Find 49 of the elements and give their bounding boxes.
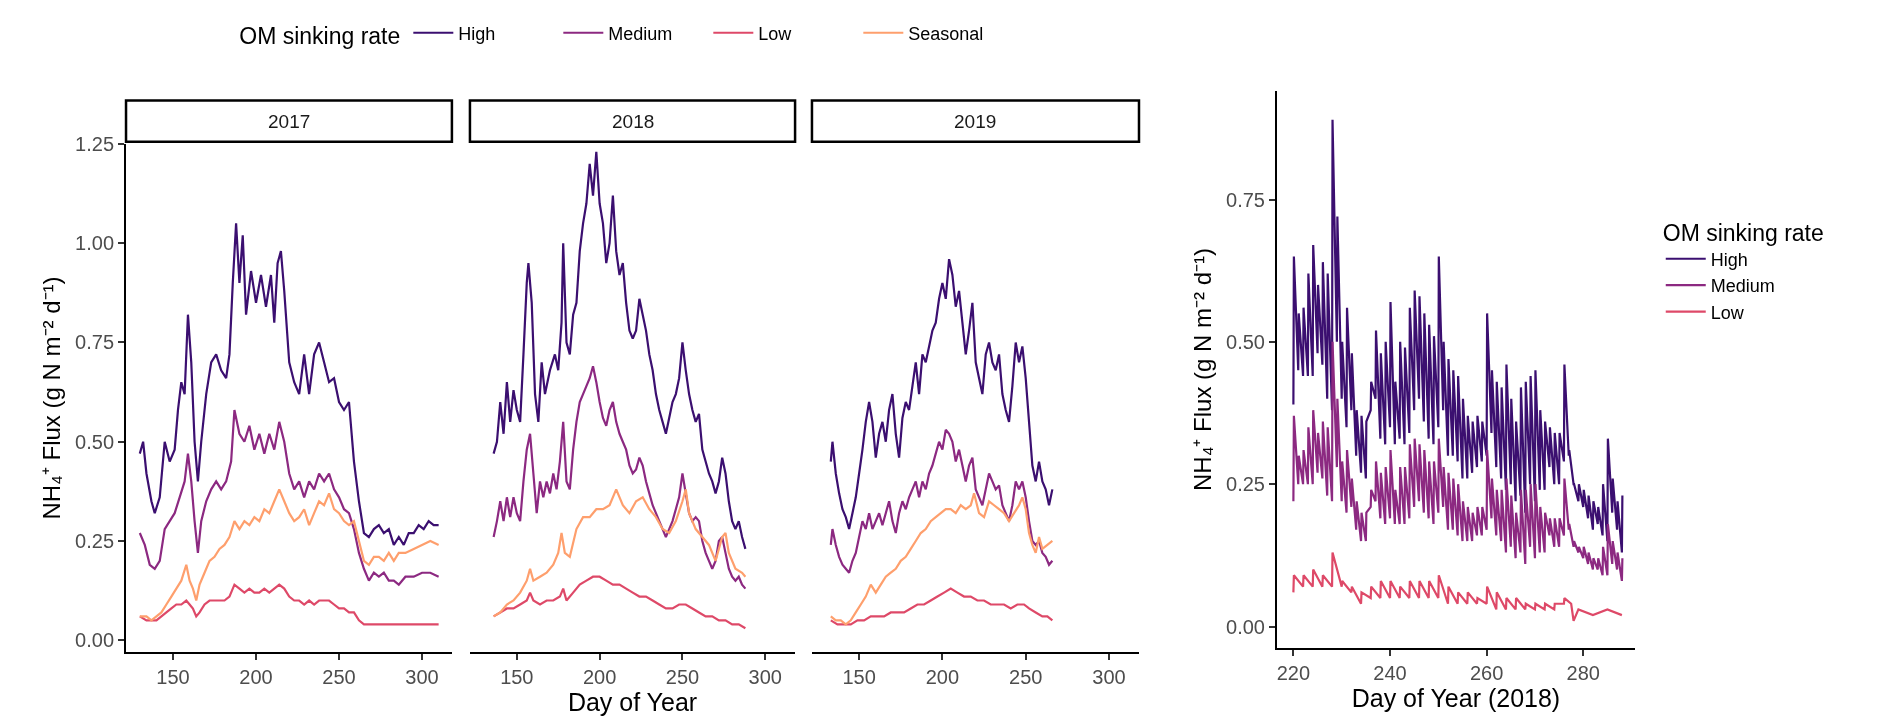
y-tick-label: 0.00 [1226,615,1265,638]
x-tick-label: 150 [500,666,534,689]
x-tick-label: 260 [1469,662,1504,685]
legend-label: High [458,23,496,44]
legend-label: Medium [608,23,673,44]
y-axis-title: NH₄⁺ Flux (g N m⁻² d⁻¹) [1188,247,1216,492]
y-tick-label: 1.25 [75,132,115,155]
x-tick-label: 200 [239,666,273,689]
legend-label: Medium [1710,276,1775,297]
x-tick-label: 300 [748,666,782,689]
x-axis-title: Day of Year [567,688,698,717]
x-tick-label: 280 [1566,662,1600,685]
legend-label: Seasonal [908,23,984,44]
line-series [1292,118,1624,554]
x-tick-label: 300 [1092,666,1126,689]
x-axis-title: Day of Year (2018) [1351,684,1561,713]
y-tick-label: 0.75 [1226,188,1265,211]
chart-title: 2019 [954,111,997,132]
x-tick-label: 150 [842,666,876,689]
x-tick-label: 150 [156,666,190,689]
line-series [138,222,440,547]
x-tick-label: 250 [322,666,356,689]
y-tick-label: 0.25 [75,529,115,552]
y-tick-label: 0.50 [75,430,115,453]
line-series [138,408,440,586]
y-tick-label: 0.00 [75,629,115,652]
x-tick-label: 250 [665,666,700,689]
line-series [1292,340,1624,583]
line-series [138,583,440,626]
line-series [1292,551,1623,622]
x-tick-label: 220 [1276,662,1311,685]
chart-title: 2018 [612,111,655,132]
chart-title: 2017 [268,111,311,132]
y-tick-label: 1.00 [75,232,115,255]
legend-title: OM sinking rate [1662,219,1824,246]
y-tick-label: 0.75 [75,331,115,354]
legend-label: High [1710,249,1748,270]
x-tick-label: 300 [405,666,439,689]
y-axis-title: NH₄⁺ Flux (g N m⁻² d⁻¹) [37,276,65,520]
y-tick-label: 0.25 [1226,473,1265,496]
line-series [138,488,440,622]
x-tick-label: 200 [925,666,960,689]
y-tick-label: 0.50 [1226,330,1265,353]
legend-label: Low [758,23,793,44]
legend-title: OM sinking rate [239,23,401,50]
x-tick-label: 240 [1373,662,1407,685]
legend-label: Low [1710,302,1745,323]
x-tick-label: 250 [1009,666,1043,689]
x-tick-label: 200 [582,666,617,689]
